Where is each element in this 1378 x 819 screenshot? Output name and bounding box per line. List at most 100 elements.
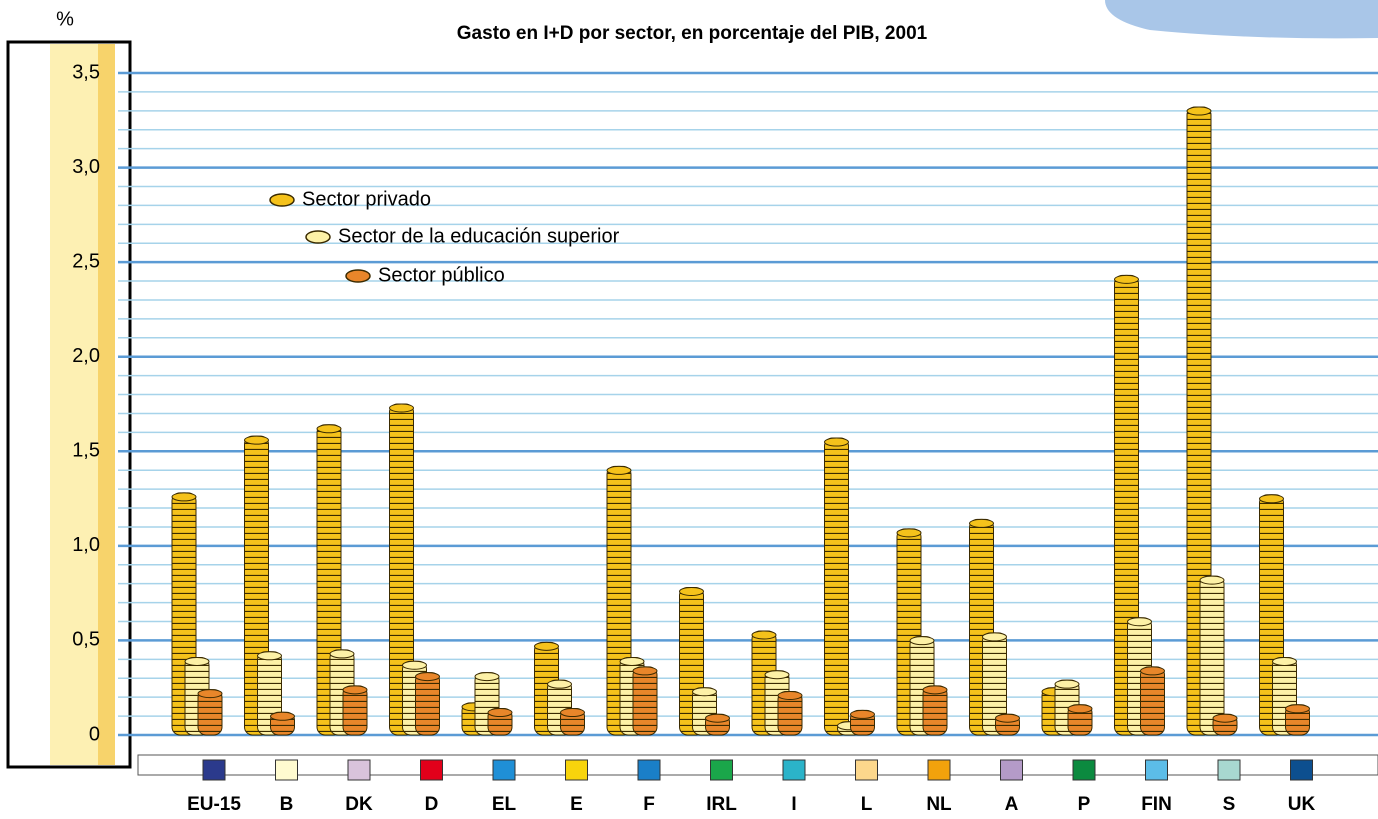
- coin-top: [257, 651, 282, 661]
- y-tick-label: 1,5: [72, 440, 100, 462]
- coin-top: [342, 685, 368, 695]
- coin-top: [1054, 679, 1080, 689]
- flag: [275, 759, 298, 781]
- coin-stack: [824, 437, 849, 736]
- x-tick-label: NL: [926, 794, 952, 815]
- coin-top: [316, 424, 342, 434]
- x-tick-label: A: [1005, 794, 1019, 815]
- coin-top: [270, 711, 295, 721]
- coin-top: [1140, 666, 1165, 676]
- y-tick-label: 3,5: [72, 61, 100, 83]
- coin-top: [692, 687, 717, 697]
- x-tick-label: IRL: [706, 794, 737, 815]
- x-tick-label: EU-15: [187, 794, 241, 815]
- coin-top: [824, 437, 849, 447]
- chart-title: Gasto en I+D por sector, en porcentaje d…: [457, 23, 928, 44]
- coin-top: [969, 518, 994, 528]
- flag: [782, 759, 806, 781]
- x-tick-label: D: [425, 794, 439, 815]
- coin-top: [184, 656, 210, 666]
- flag: [710, 759, 733, 781]
- flag: [492, 759, 516, 781]
- x-tick-label: L: [861, 794, 873, 815]
- coin-stack: [1199, 575, 1225, 736]
- x-tick-label: P: [1078, 794, 1091, 815]
- coin-top: [534, 641, 559, 651]
- coin-top: [909, 636, 935, 646]
- y-tick-label: 2,0: [72, 345, 100, 367]
- x-tick-label: DK: [345, 794, 373, 815]
- coin-top: [1127, 617, 1152, 627]
- coin-top: [547, 679, 572, 689]
- coin-top: [1259, 494, 1284, 504]
- flag: [637, 759, 661, 781]
- x-tick-label: F: [643, 794, 655, 815]
- decoration: [1105, 0, 1378, 39]
- coin-top: [474, 672, 500, 682]
- coin-top: [1114, 274, 1139, 284]
- coin-top: [982, 632, 1007, 642]
- coin-top: [1067, 704, 1093, 714]
- flag: [202, 759, 226, 781]
- coin-top: [1212, 713, 1238, 723]
- coin-top: [1186, 106, 1212, 116]
- x-tick-label: FIN: [1141, 794, 1172, 815]
- coin-top: [705, 713, 730, 723]
- flag: [565, 759, 588, 781]
- x-tick-label: EL: [492, 794, 517, 815]
- coin-top: [751, 630, 777, 640]
- coin-top: [329, 649, 355, 659]
- x-tick-label: I: [791, 794, 796, 815]
- flag: [855, 759, 878, 781]
- coin-top: [1285, 704, 1310, 714]
- axis-band: [98, 44, 115, 765]
- coin-top: [1272, 656, 1297, 666]
- coin-top: [632, 666, 658, 676]
- coin-top: [606, 465, 632, 475]
- coin-top: [244, 435, 269, 445]
- coin-top: [777, 690, 803, 700]
- flag: [1072, 759, 1096, 781]
- x-tick-label: S: [1223, 794, 1236, 815]
- y-tick-label: 0,5: [72, 629, 100, 651]
- x-tick-label: E: [570, 794, 583, 815]
- coin-top: [415, 672, 440, 682]
- legend-swatch: [345, 269, 371, 283]
- y-tick-label: 0: [89, 723, 100, 745]
- coin-top: [560, 708, 585, 718]
- flag-row: [137, 754, 1378, 776]
- coin-top: [619, 656, 645, 666]
- y-tick-label: 3,0: [72, 156, 100, 178]
- legend-swatch: [269, 193, 295, 207]
- coin-top: [764, 670, 790, 680]
- flag: [347, 759, 371, 781]
- coin-top: [197, 689, 223, 699]
- legend-label: Sector privado: [302, 188, 431, 210]
- coin-top: [922, 685, 948, 695]
- coin-top: [1199, 575, 1225, 585]
- coin-stack: [1140, 666, 1165, 736]
- flag: [1000, 759, 1023, 781]
- flag: [1145, 759, 1168, 781]
- axis-band: [50, 44, 98, 765]
- coin-top: [402, 660, 427, 670]
- coin-stack: [415, 672, 440, 736]
- x-tick-label: UK: [1288, 794, 1316, 815]
- legend-label: Sector de la educación superior: [338, 225, 620, 247]
- legend-label: Sector público: [378, 264, 505, 286]
- coin-top: [850, 709, 875, 719]
- flag: [927, 759, 951, 781]
- y-tick-label: 1,0: [72, 534, 100, 556]
- coin-top: [995, 713, 1020, 723]
- y-axis-label: %: [56, 8, 74, 30]
- y-tick-label: 2,5: [72, 250, 100, 272]
- coin-top: [487, 708, 513, 718]
- coin-top: [389, 403, 414, 413]
- flag: [1217, 759, 1241, 781]
- legend-swatch: [305, 230, 331, 244]
- flag: [420, 759, 443, 781]
- coin-stack: [632, 666, 658, 736]
- x-tick-label: B: [280, 794, 294, 815]
- flag: [1290, 759, 1313, 781]
